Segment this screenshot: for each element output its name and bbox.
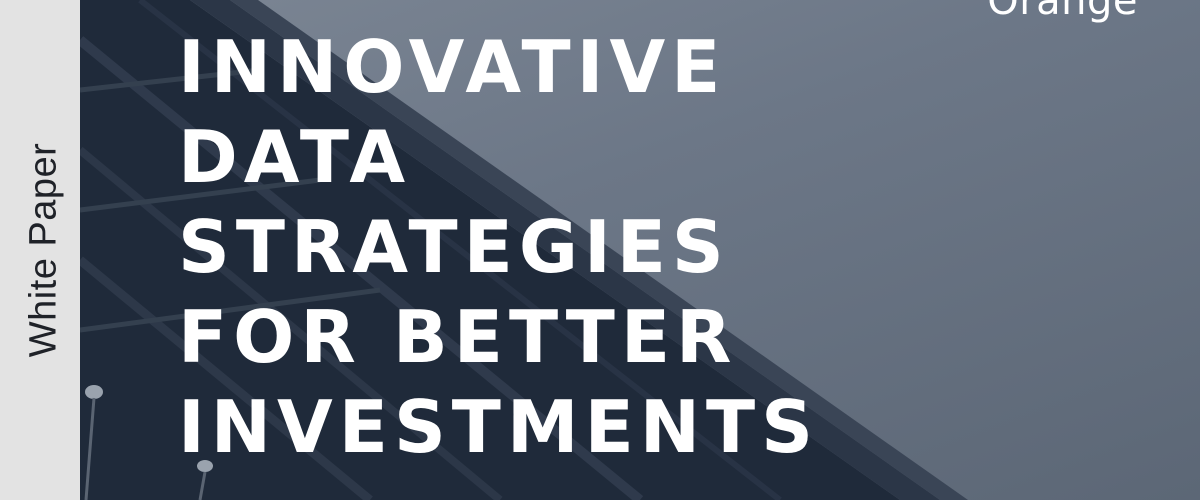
hero-background-photo <box>80 0 968 500</box>
document-type-label: White Paper <box>22 142 65 358</box>
headline-line-3: STRATEGIES <box>178 205 730 289</box>
brand-logo: Orange <box>987 0 1138 24</box>
headline-line-5: INVESTMENTS <box>178 385 819 469</box>
headline-line-2: DATA <box>178 115 412 199</box>
headline-line-4: FOR BETTER <box>178 295 738 379</box>
headline: INNOVATIVE DATA STRATEGIES FOR BETTER IN… <box>178 22 819 472</box>
hero-image: Orange INNOVATIVE DATA STRATEGIES FOR BE… <box>80 0 1200 500</box>
headline-line-1: INNOVATIVE <box>178 25 727 109</box>
sidebar-strip: White Paper <box>0 0 80 500</box>
